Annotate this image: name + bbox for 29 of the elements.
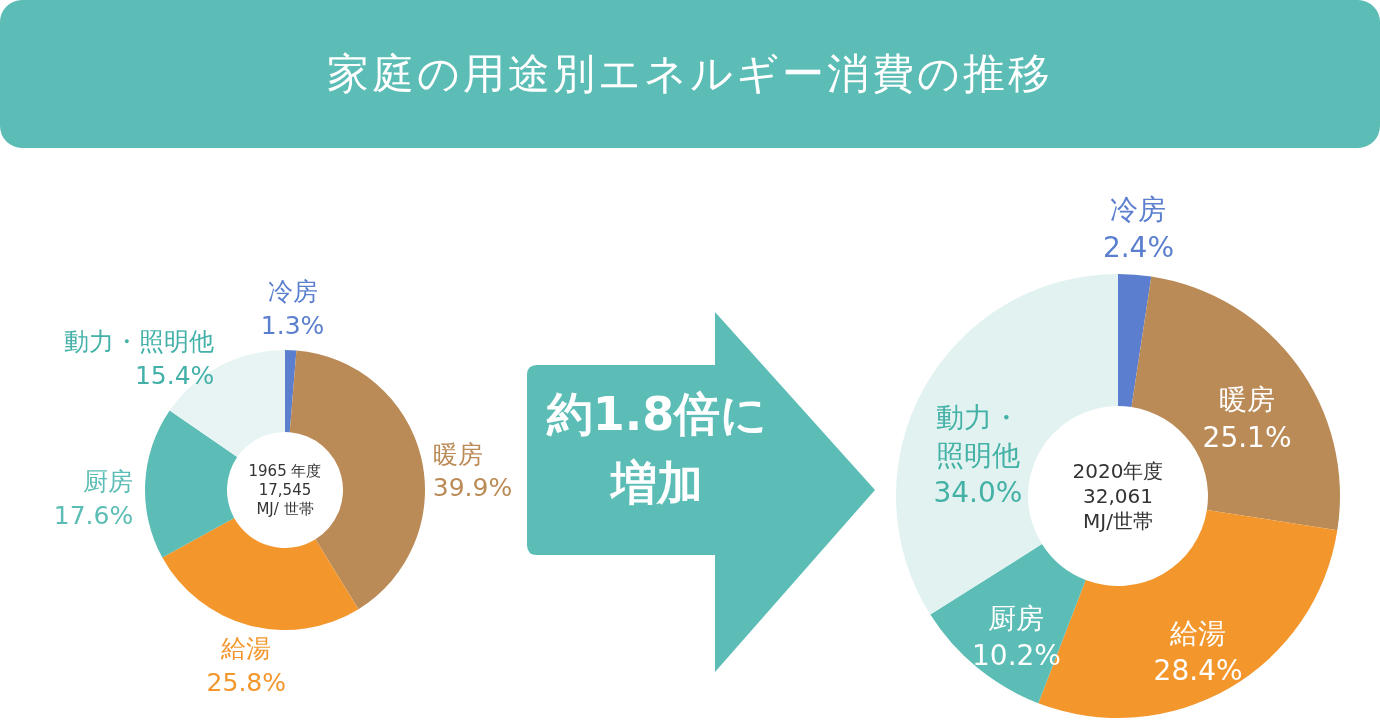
slice-label: 厨房: [988, 601, 1045, 635]
data-label: 15.4%: [134, 361, 215, 391]
data-label: 2.4%: [1102, 230, 1175, 264]
slice-label: 冷房: [267, 277, 318, 307]
data-label: 28.4%: [1153, 654, 1243, 688]
slice-label: 動力・照明他: [64, 327, 215, 357]
text: 2020年度 32,061 MJ/世帯: [1072, 458, 1164, 534]
text: 増加: [609, 455, 704, 512]
data-label: 1.3%: [260, 310, 325, 340]
slice-label: 給湯: [1169, 616, 1227, 650]
donut-slice: [1118, 274, 1152, 408]
text: 1965 年度 17,545 MJ/ 世帯: [248, 461, 322, 519]
data-label: 34.0%: [933, 476, 1023, 510]
text: 家庭の用途別エネルギー消費の推移: [0, 0, 1380, 148]
donut-slice: [930, 544, 1086, 704]
donut-slice: [145, 410, 238, 558]
slice-label: 暖房: [1219, 383, 1276, 417]
slice-label: 厨房: [83, 467, 134, 497]
data-label: 25.1%: [1202, 421, 1292, 455]
donut-slice: [285, 350, 297, 433]
slice-label: 暖房: [432, 439, 483, 469]
data-label: 25.8%: [206, 667, 286, 697]
data-label: 39.9%: [432, 473, 513, 503]
slice-label: 給湯: [220, 633, 272, 663]
slice-label: 冷房: [1110, 192, 1167, 226]
slice-label: 動力・照明他: [935, 400, 1020, 472]
donut-slice: [162, 517, 359, 630]
text: 約1.8倍に: [545, 386, 769, 443]
data-label: 17.6%: [53, 501, 134, 531]
